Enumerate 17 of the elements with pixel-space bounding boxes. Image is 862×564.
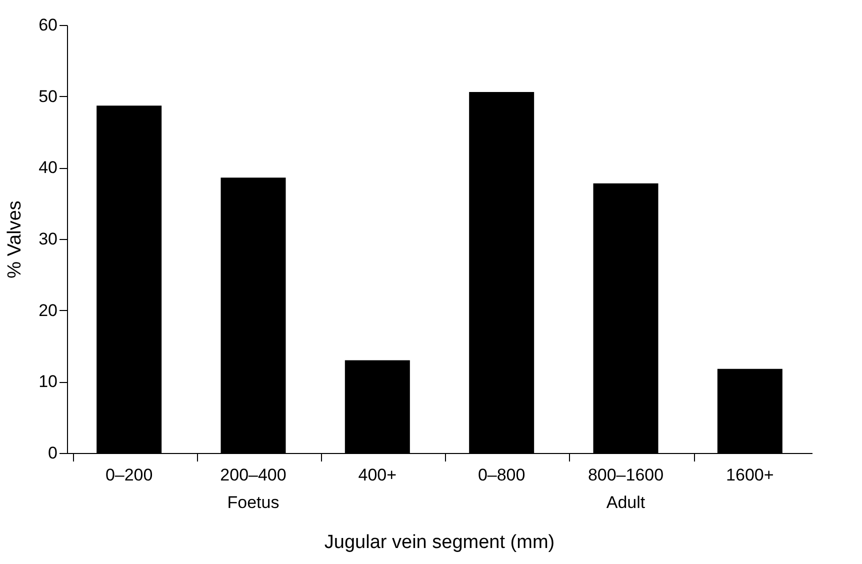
x-tick-label: 0–800 xyxy=(478,466,526,484)
y-tick-label: 10 xyxy=(38,372,58,392)
x-axis-title: Jugular vein segment (mm) xyxy=(324,532,555,553)
x-tick-label: 0–200 xyxy=(105,466,153,484)
y-tick-label: 30 xyxy=(38,230,58,248)
x-tick-label: 400+ xyxy=(358,466,397,484)
y-tick-label: 40 xyxy=(38,158,58,178)
y-tick-label: 0 xyxy=(48,444,58,462)
y-tick-label: 60 xyxy=(38,16,58,34)
y-axis-title: % Valves xyxy=(4,200,26,278)
y-tick-label: 20 xyxy=(38,300,58,320)
x-tick-label: 1600+ xyxy=(726,466,774,484)
text: Foetus xyxy=(227,493,280,512)
text: Adult xyxy=(606,493,646,512)
y-tick-label: 50 xyxy=(38,86,58,106)
x-tick-label: 800–1600 xyxy=(588,466,664,484)
x-tick-label: 200–400 xyxy=(220,466,286,484)
